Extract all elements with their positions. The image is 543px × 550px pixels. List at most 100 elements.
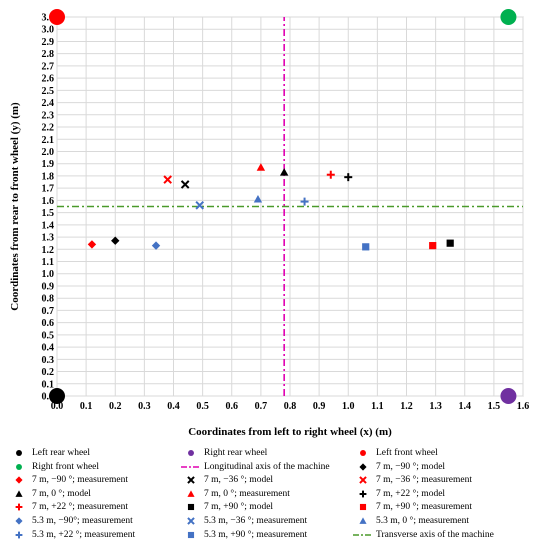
marker-x: [359, 476, 367, 484]
x-tick-label: 0.1: [80, 401, 93, 412]
legend-label: 5.3 m, +90 °; measurement: [204, 529, 308, 540]
legend-label: 5.3 m, 0 °; measurement: [376, 516, 469, 526]
marker-square: [446, 239, 454, 247]
data-point: [446, 239, 454, 247]
marker-diamond: [359, 463, 367, 471]
marker-diamond: [111, 236, 120, 245]
legend-label: 7 m, +90 °; model: [204, 502, 274, 513]
data-point: [326, 170, 335, 179]
series-7: [180, 180, 190, 189]
legend-label: 7 m, −36 °; model: [204, 475, 274, 486]
legend-marker: [353, 533, 373, 536]
data-point: [163, 175, 172, 184]
series-0: [49, 388, 65, 404]
y-tick-label: 0.4: [42, 343, 55, 354]
marker-circle: [16, 463, 22, 470]
data-point: [429, 242, 437, 250]
legend-marker: [15, 517, 23, 525]
y-tick-label: 2.0: [42, 147, 55, 158]
y-tick-label: 1.8: [42, 171, 55, 182]
marker-circle: [49, 9, 65, 25]
legend-label: 7 m, 0 °; measurement: [204, 488, 290, 499]
data-point: [256, 163, 266, 171]
x-tick-label: 0.4: [167, 401, 180, 412]
series-14: [429, 242, 437, 250]
series-2: [49, 9, 65, 25]
y-tick-label: 2.6: [42, 74, 55, 85]
series-6: [87, 240, 97, 249]
legend-marker: [359, 490, 367, 498]
marker-x: [187, 517, 195, 525]
series-1: [500, 388, 517, 404]
marker-square: [362, 243, 370, 251]
legend-marker: [359, 463, 367, 471]
series-11: [326, 170, 335, 179]
legend-label: 5.3 m, +22 °; measurement: [32, 529, 136, 540]
data-point: [195, 200, 205, 210]
y-tick-label: 2.3: [42, 110, 55, 121]
data-point: [111, 236, 120, 245]
legend-marker: [187, 476, 195, 484]
data-point: [279, 168, 289, 176]
x-tick-label: 0.0: [51, 401, 64, 412]
x-tick-label: 0.9: [313, 401, 326, 412]
x-tick-label: 0.5: [196, 401, 209, 412]
legend-marker: [15, 503, 23, 511]
series-15: [151, 241, 161, 250]
marker-square: [359, 504, 367, 511]
legend-marker: [187, 490, 195, 497]
data-point: [253, 194, 263, 203]
marker-circle: [360, 450, 366, 456]
marker-triangle: [256, 163, 266, 171]
y-tick-label: 1.7: [42, 184, 55, 195]
grid: [56, 16, 524, 397]
data-point: [300, 197, 309, 206]
legend-marker: [359, 476, 367, 484]
marker-triangle: [15, 490, 23, 497]
series-19: [362, 243, 370, 251]
legend-label: 7 m, +22 °; model: [376, 488, 446, 499]
y-tick-label: 1.9: [42, 159, 55, 170]
legend-label: Left rear wheel: [32, 448, 91, 458]
y-tick-label: 2.2: [42, 123, 55, 134]
legend-label: 7 m, −36 °; measurement: [376, 475, 472, 486]
y-tick-label: 3.1: [42, 13, 55, 24]
data-point: [49, 9, 65, 25]
marker-square: [429, 242, 437, 250]
legend-marker: [187, 517, 195, 525]
y-tick-label: 1.3: [42, 233, 55, 244]
y-tick-label: 2.1: [42, 135, 55, 146]
marker-triangle: [279, 168, 289, 176]
data-point: [500, 9, 517, 25]
y-tick-label: 1.4: [42, 220, 55, 231]
legend-label: 7 m, 0 °; model: [32, 488, 91, 499]
x-tick-label: 0.2: [109, 401, 122, 412]
data-point: [180, 180, 190, 189]
marker-diamond: [15, 476, 23, 484]
y-tick-label: 0.5: [42, 330, 55, 341]
x-tick-label: 1.1: [371, 401, 384, 412]
y-tick-label: 0.8: [42, 294, 55, 305]
y-tick-label: 1.1: [42, 257, 55, 268]
legend-marker: [15, 490, 23, 497]
y-tick-label: 0.9: [42, 281, 55, 292]
marker-triangle: [187, 490, 195, 497]
y-tick-label: 3.0: [42, 25, 55, 36]
y-tick-label: 0.7: [42, 306, 55, 317]
x-tick-label: 0.8: [284, 401, 297, 412]
marker-diamond: [87, 240, 97, 249]
legend-marker: [15, 531, 23, 538]
data-point: [362, 243, 370, 251]
series-18: [300, 197, 309, 206]
legend-label: 7 m, −90 °; model: [376, 461, 446, 472]
legend-marker: [16, 450, 22, 456]
legend-label: 7 m, +22 °; measurement: [32, 502, 128, 513]
x-tick-label: 1.5: [488, 401, 501, 412]
y-tick-label: 2.8: [42, 49, 55, 60]
legend-label: Transverse axis of the machine: [376, 529, 494, 540]
x-axis-label: Coordinates from left to right wheel (x)…: [188, 426, 392, 438]
y-tick-label: 0.0: [42, 392, 55, 403]
marker-x: [195, 200, 205, 210]
x-tick-label: 1.6: [517, 401, 530, 412]
series-3: [500, 9, 517, 25]
